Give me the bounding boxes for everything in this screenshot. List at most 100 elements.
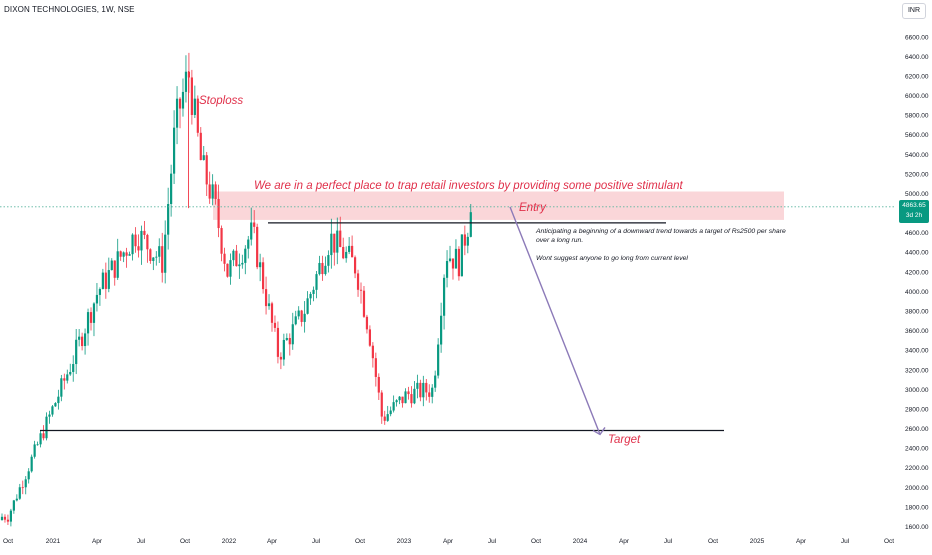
candle-body [300,310,303,322]
candle-body [345,251,348,259]
candle-body [92,303,96,323]
candle-body [51,406,54,415]
candle-body [137,246,140,251]
candle-body [184,71,188,92]
candle-body [270,303,274,323]
time-tick-label: 2021 [46,538,61,545]
candle-body [413,388,416,404]
candle-body [57,396,60,404]
candle-body [131,234,134,255]
candle-body [33,444,36,457]
time-tick-label: Oct [180,538,190,545]
candle-body [312,289,315,294]
candle-body [457,248,461,277]
candle-body [273,322,277,328]
candle-body [356,273,360,290]
target-arrow [509,206,606,436]
last-price-tag: 4863.65 3d 2h [899,199,929,223]
candle-body [339,230,342,247]
candle-body [89,312,93,323]
candle-body [110,260,113,271]
candle-body [288,337,291,345]
candle-body [63,378,66,381]
candle-body [81,336,84,347]
candle-body [276,327,280,357]
candle-body [362,290,366,317]
candle-body [125,252,128,256]
candle-body [39,433,42,445]
candle-body [128,254,131,256]
candle-body [469,212,472,237]
resistance-zone [213,191,784,220]
arrow-shaft [509,206,601,435]
candle-body [226,263,229,277]
candle-body [267,303,271,307]
candle-body [202,155,205,161]
candle-body [440,315,443,345]
candle-body [374,358,377,377]
time-tick-label: Apr [92,538,103,545]
candle-body [75,339,78,365]
candle-body [6,519,10,522]
candle-body [30,456,33,472]
price-tick-label: 3600.00 [905,328,929,335]
price-tick-label: 5600.00 [905,132,929,139]
candle-body [336,230,339,253]
candle-body [351,245,354,258]
candle-body [318,262,321,275]
candle-body [36,444,39,446]
candle-body [256,226,259,268]
price-tick-label: 6000.00 [905,93,929,100]
candle-body [217,198,220,229]
candle-body [21,487,24,489]
candle-body [229,260,232,277]
candle-body [315,274,318,290]
time-tick-label: Apr [443,538,454,545]
candle-body [407,391,410,395]
note-line-2: over a long run. [536,237,583,244]
time-tick-label: 2025 [750,538,765,545]
time-tick-label: 2023 [397,538,412,545]
price-tick-label: 5800.00 [905,113,929,120]
candle-body [359,289,363,291]
candle-body [181,91,185,109]
time-tick-label: Oct [3,538,13,545]
candle-body [348,245,351,252]
candle-body [170,173,173,205]
candle-body [113,260,116,278]
candle-body [401,396,404,404]
candle-body [155,256,158,258]
entry-label: Entry [519,202,547,214]
candle-body [9,510,13,522]
candle-body [259,262,262,268]
candle-body [134,234,137,247]
stoploss-label: Stoploss [199,95,243,107]
candle-body [211,184,214,199]
candle-body [24,479,27,488]
candle-body [395,400,398,403]
price-tick-label: 5200.00 [905,171,929,178]
candle-body [232,250,235,261]
candle-body [282,339,285,360]
arrow-head [592,427,606,436]
note-line-1: Anticipating a beginning of a downward t… [535,228,786,235]
candle-body [303,313,306,322]
candle-body [175,98,179,128]
price-tick-label: 2800.00 [905,406,929,413]
price-tick-label: 6200.00 [905,73,929,80]
candle-body [196,98,199,133]
candle-body [98,289,102,295]
currency-selector[interactable]: INR [902,3,926,19]
chart-title: DIXON TECHNOLOGIES, 1W, NSE [4,5,135,14]
candle-body [410,394,413,404]
candle-body [422,382,425,398]
candle-body [383,416,386,421]
candle-body [12,500,15,511]
candle-body [451,258,455,269]
candle-body [368,329,372,346]
time-tick-label: Oct [708,538,718,545]
candle-body [27,471,30,480]
candle-body [140,230,143,251]
